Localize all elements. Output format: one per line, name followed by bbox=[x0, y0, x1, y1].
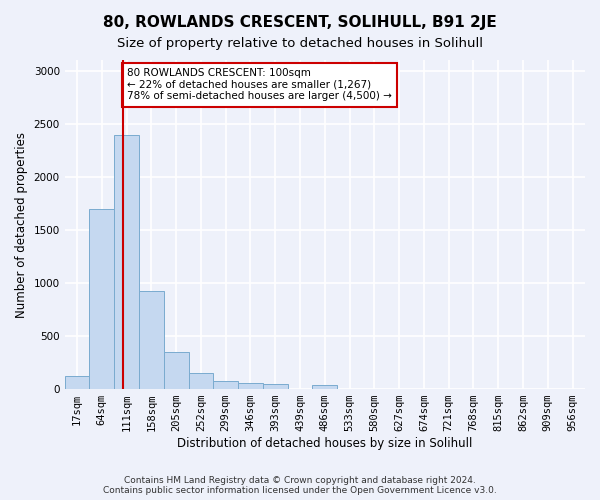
X-axis label: Distribution of detached houses by size in Solihull: Distribution of detached houses by size … bbox=[177, 437, 473, 450]
Bar bbox=[164, 352, 188, 389]
Bar bbox=[65, 376, 89, 389]
Bar bbox=[188, 372, 214, 389]
Bar bbox=[139, 292, 164, 389]
Bar bbox=[313, 385, 337, 389]
Bar bbox=[89, 208, 114, 389]
Text: 80 ROWLANDS CRESCENT: 100sqm
← 22% of detached houses are smaller (1,267)
78% of: 80 ROWLANDS CRESCENT: 100sqm ← 22% of de… bbox=[127, 68, 392, 102]
Y-axis label: Number of detached properties: Number of detached properties bbox=[15, 132, 28, 318]
Text: Contains HM Land Registry data © Crown copyright and database right 2024.
Contai: Contains HM Land Registry data © Crown c… bbox=[103, 476, 497, 495]
Bar bbox=[114, 136, 139, 389]
Bar bbox=[214, 380, 238, 389]
Text: Size of property relative to detached houses in Solihull: Size of property relative to detached ho… bbox=[117, 38, 483, 51]
Bar bbox=[263, 384, 287, 389]
Text: 80, ROWLANDS CRESCENT, SOLIHULL, B91 2JE: 80, ROWLANDS CRESCENT, SOLIHULL, B91 2JE bbox=[103, 15, 497, 30]
Bar bbox=[238, 382, 263, 389]
